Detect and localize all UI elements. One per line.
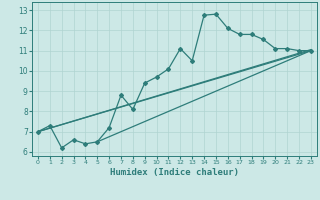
X-axis label: Humidex (Indice chaleur): Humidex (Indice chaleur)	[110, 168, 239, 177]
